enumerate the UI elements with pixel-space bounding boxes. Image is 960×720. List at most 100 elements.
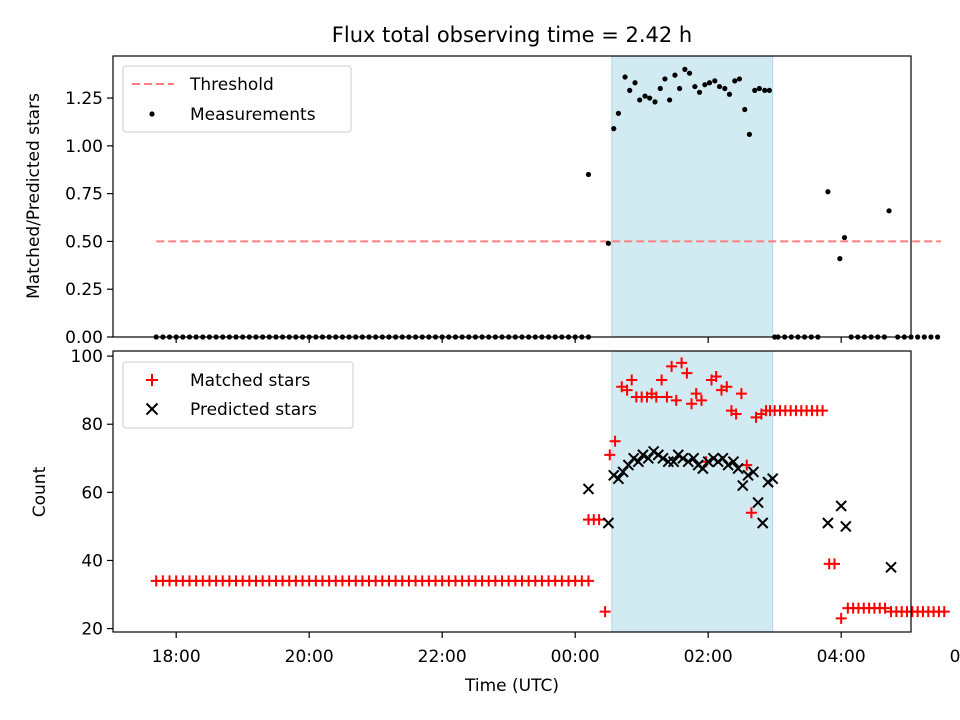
predicted-star-point [885, 561, 897, 573]
measurement-point [766, 87, 772, 94]
matched-star-point [745, 507, 757, 519]
x-tick-label: 06:00 [950, 647, 960, 667]
measurement-point [726, 91, 733, 97]
predicted-star-point [766, 473, 779, 485]
predicted-star-point [727, 455, 740, 468]
measurement-point [696, 89, 703, 95]
measurement-point [702, 82, 708, 88]
predicted-star-point [667, 455, 680, 468]
y-tick-label: 20 [81, 620, 103, 640]
measurement-point [657, 85, 663, 92]
x-tick-label: 22:00 [418, 647, 467, 667]
predicted-star-point [687, 452, 700, 464]
x-axis-label: Time (UTC) [464, 676, 559, 696]
matched-star-point [626, 374, 638, 386]
measurement-point [672, 72, 678, 78]
legend-predicted-swatch [145, 402, 159, 416]
top-legend: Threshold Measurements [122, 65, 352, 133]
matched-star-point [835, 612, 847, 624]
matched-star-point [656, 374, 668, 386]
measurement-point [915, 334, 921, 340]
matched-star-point [650, 391, 662, 403]
measurement-point [732, 78, 738, 84]
predicted-star-point [702, 455, 714, 468]
legend-threshold-label: Threshold [189, 75, 274, 95]
legend-measurements-label: Measurements [190, 105, 316, 125]
matched-star-point [686, 398, 698, 410]
matched-star-point [735, 388, 747, 400]
top-axes: 0.00 0.25 0.50 0.75 1.00 1.25 [65, 55, 912, 348]
predicted-star-point [822, 517, 834, 529]
measurement-point [841, 234, 848, 241]
predicted-star-point [742, 469, 754, 482]
y-tick-label: 1.00 [65, 137, 103, 157]
matched-star-point [710, 371, 722, 383]
measurement-point [928, 334, 934, 340]
measurement-point [886, 208, 892, 214]
measurement-point [676, 85, 683, 92]
predicted-star-point [835, 500, 847, 512]
matched-star-point [599, 606, 611, 618]
predicted-star-point [732, 462, 744, 475]
predicted-star-point [632, 455, 645, 468]
matched-star-point [730, 408, 742, 420]
predicted-star-point [642, 452, 655, 464]
measurement-points [153, 66, 941, 340]
measurement-point [627, 87, 633, 94]
top-panel: 0.00 0.25 0.50 0.75 1.00 1.25 Matched/Predict… [24, 55, 941, 348]
measurement-point [752, 87, 758, 94]
matched-star-point [661, 391, 673, 403]
predicted-star-point [612, 473, 625, 485]
matched-star-point [582, 575, 594, 587]
measurement-point [652, 99, 658, 105]
matched-star-point [829, 558, 841, 570]
predicted-star-point [677, 452, 689, 464]
measurement-point [935, 334, 941, 340]
measurement-point [682, 66, 688, 72]
measurement-point [605, 240, 612, 246]
measurement-point [825, 189, 831, 195]
predicted-star-point [752, 496, 764, 509]
chart-title: Flux total observing time = 2.42 h [332, 23, 692, 47]
legend-matched-label: Matched stars [190, 371, 310, 391]
matched-star-point [690, 388, 702, 400]
predicted-star-points [582, 445, 897, 573]
measurement-point [611, 126, 617, 132]
matched-star-point [817, 405, 829, 417]
predicted-star-point [682, 455, 694, 468]
y-tick-label: 0.75 [65, 185, 103, 205]
matched-star-point [938, 606, 950, 618]
measurement-point [622, 74, 628, 80]
y-tick-label: 0.50 [65, 232, 103, 252]
y-tick-label: 100 [71, 347, 103, 367]
predicted-star-point [657, 452, 669, 464]
top-shaded-interval [611, 55, 774, 338]
y-tick-label: 1.25 [65, 89, 103, 109]
measurement-point [722, 85, 728, 92]
matched-star-point [609, 435, 621, 447]
predicted-star-point [737, 479, 749, 492]
measurement-point [921, 334, 927, 340]
matched-star-point [666, 360, 678, 372]
predicted-star-point [697, 462, 709, 475]
measurement-point [742, 106, 748, 113]
observing-interval-band [611, 55, 774, 338]
measurement-point [585, 171, 592, 178]
x-tick-label: 00:00 [551, 647, 600, 667]
measurement-point [686, 70, 693, 76]
matched-star-point [593, 514, 605, 526]
legend-matched-swatch [146, 374, 158, 386]
y-tick-label: 40 [81, 551, 103, 571]
measurement-point [637, 97, 643, 103]
measurement-point [667, 97, 673, 103]
measurement-point [692, 83, 698, 90]
x-tick-label: 04:00 [817, 647, 866, 667]
matched-star-point [604, 449, 616, 461]
top-legend-frame [122, 65, 352, 133]
legend-predicted-label: Predicted stars [190, 400, 317, 420]
bottom-legend-frame [122, 361, 354, 429]
matched-star-point [741, 459, 753, 471]
measurement-point [712, 78, 718, 84]
top-plot-frame [112, 55, 912, 338]
